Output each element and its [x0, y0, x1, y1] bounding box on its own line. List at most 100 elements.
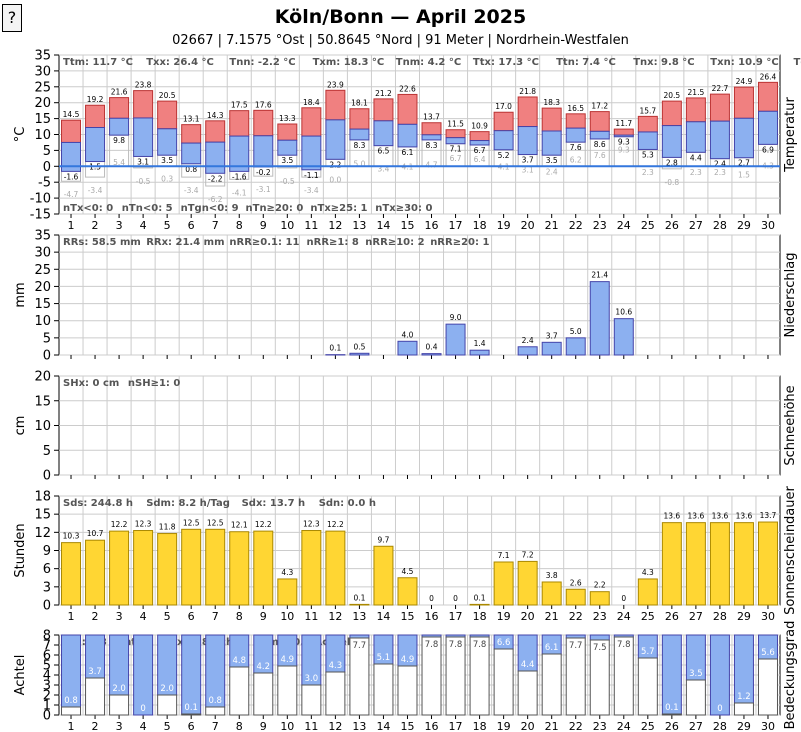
panel-label-snow: Schneehöhe	[783, 385, 798, 465]
cloud-cover-bar	[85, 677, 106, 716]
precip-bar	[517, 346, 538, 356]
x-tick-label: 4	[140, 610, 147, 623]
tmin-label: 3.5	[546, 156, 558, 165]
cloud-cover-bar	[373, 663, 394, 716]
tmax-label: 18.1	[351, 99, 368, 108]
tmax-bar	[565, 113, 586, 129]
y-tick-label: -5	[38, 176, 51, 191]
x-tick-label: 10	[280, 720, 294, 732]
sunshine-label: 12.2	[327, 520, 344, 529]
y-tick-label: 0	[43, 160, 51, 175]
x-tick-label: 21	[545, 610, 559, 623]
cloud-label: 4.8	[232, 656, 246, 666]
stat-label: Ttm: 11.7 °C	[63, 57, 133, 68]
tmax-label: 20.5	[663, 91, 680, 100]
stat-label: Sdn: 0.0 h	[319, 498, 376, 509]
x-tick-label: 15	[400, 219, 414, 232]
x-tick-label: 22	[569, 610, 583, 623]
tmin-label: 3.7	[522, 156, 534, 165]
stat-label: Sds: 244.8 h	[63, 498, 133, 509]
sunshine-bar	[517, 560, 538, 606]
x-tick-label: 15	[400, 720, 414, 732]
x-tick-label: 27	[689, 610, 703, 623]
tmean-bar	[541, 130, 562, 156]
sunshine-label: 0	[429, 594, 434, 603]
cloud-label: 7.8	[425, 640, 439, 650]
sunshine-label: 3.8	[546, 571, 558, 580]
sunshine-bar	[85, 539, 106, 606]
help-button[interactable]: ?	[2, 4, 22, 32]
y-tick-label: 12	[34, 526, 51, 541]
x-tick-label: 30	[761, 219, 775, 232]
tmin-label: 3.5	[161, 156, 173, 165]
precip-label: 0.5	[353, 342, 365, 351]
tmin-label: 6.1	[402, 148, 414, 157]
cloud-cover-bar	[469, 636, 490, 716]
sunshine-label: 7.2	[522, 550, 534, 559]
cloud-clear-bar	[589, 634, 610, 641]
x-tick-label: 2	[92, 610, 99, 623]
x-tick-label: 3	[116, 720, 123, 732]
x-tick-label: 8	[236, 219, 243, 232]
tmin-label: 3.5	[281, 156, 293, 165]
x-tick-label: 21	[545, 219, 559, 232]
sunshine-label: 0.1	[474, 593, 486, 602]
x-tick-label: 20	[521, 610, 535, 623]
y-tick-label: 0	[43, 349, 51, 364]
precip-bar	[397, 340, 418, 356]
tmax-bar	[181, 124, 202, 144]
tground-label: 2.3	[690, 168, 702, 177]
y-tick-label: 3	[43, 679, 51, 694]
tmax-label: 13.7	[423, 113, 440, 122]
tground-label: 3.1	[522, 165, 534, 174]
tmin-label: 2.8	[666, 158, 678, 167]
tground-label: 6.2	[570, 156, 582, 165]
sunshine-label: 0.1	[353, 593, 365, 602]
cloud-label: 4.4	[521, 660, 535, 670]
tmin-label: 0.8	[185, 165, 197, 174]
precip-bar	[589, 281, 610, 356]
x-tick-label: 11	[304, 219, 318, 232]
tmax-bar	[445, 129, 466, 139]
y-tick-label: 25	[34, 80, 51, 95]
x-tick-label: 30	[761, 610, 775, 623]
cloud-label: 0.8	[64, 696, 78, 706]
y-tick-label: 10	[34, 314, 51, 329]
x-tick-label: 7	[212, 219, 219, 232]
tmean-bar	[757, 110, 778, 145]
stat-label: nTn≥20: 0	[246, 203, 304, 214]
x-tick-label: 21	[545, 720, 559, 732]
panel-label-cloud: Bedeckungsgrad	[783, 621, 798, 730]
cloud-cover-bar	[397, 665, 418, 716]
sunshine-bar	[229, 531, 250, 606]
tmean-bar	[229, 135, 250, 172]
tmin-label: -0.2	[256, 168, 271, 177]
precip-bar	[469, 349, 490, 356]
x-tick-label: 28	[713, 610, 727, 623]
tmax-bar	[85, 104, 106, 129]
panel-label-sunshine: Sonnenscheindauer	[783, 485, 798, 614]
cloud-cover-bar	[301, 684, 322, 716]
tmax-bar	[277, 123, 298, 141]
sunshine-label: 13.6	[688, 512, 705, 521]
page-title: Köln/Bonn — April 2025	[274, 6, 527, 28]
x-tick-label: 17	[449, 610, 463, 623]
tmin-label: 4.4	[690, 153, 702, 162]
cloud-cover-bar	[757, 658, 778, 716]
x-tick-label: 22	[569, 219, 583, 232]
x-tick-label: 2	[92, 720, 99, 732]
cloud-cover-bar	[541, 653, 562, 716]
sunshine-label: 13.7	[760, 511, 777, 520]
tground-label: 2.3	[642, 168, 654, 177]
y-tick-label: 30	[34, 64, 51, 79]
x-tick-label: 7	[212, 610, 219, 623]
cloud-cover-bar	[421, 636, 442, 716]
tmean-bar	[421, 134, 442, 141]
stat-label: Ttx: 17.3 °C	[473, 57, 539, 68]
tmean-bar	[277, 139, 298, 156]
tmax-label: 21.6	[111, 88, 128, 97]
x-tick-label: 11	[304, 610, 318, 623]
tmean-bar	[637, 131, 658, 150]
stat-label: SHx: 0 cm	[63, 378, 119, 389]
x-tick-label: 1	[68, 610, 75, 623]
